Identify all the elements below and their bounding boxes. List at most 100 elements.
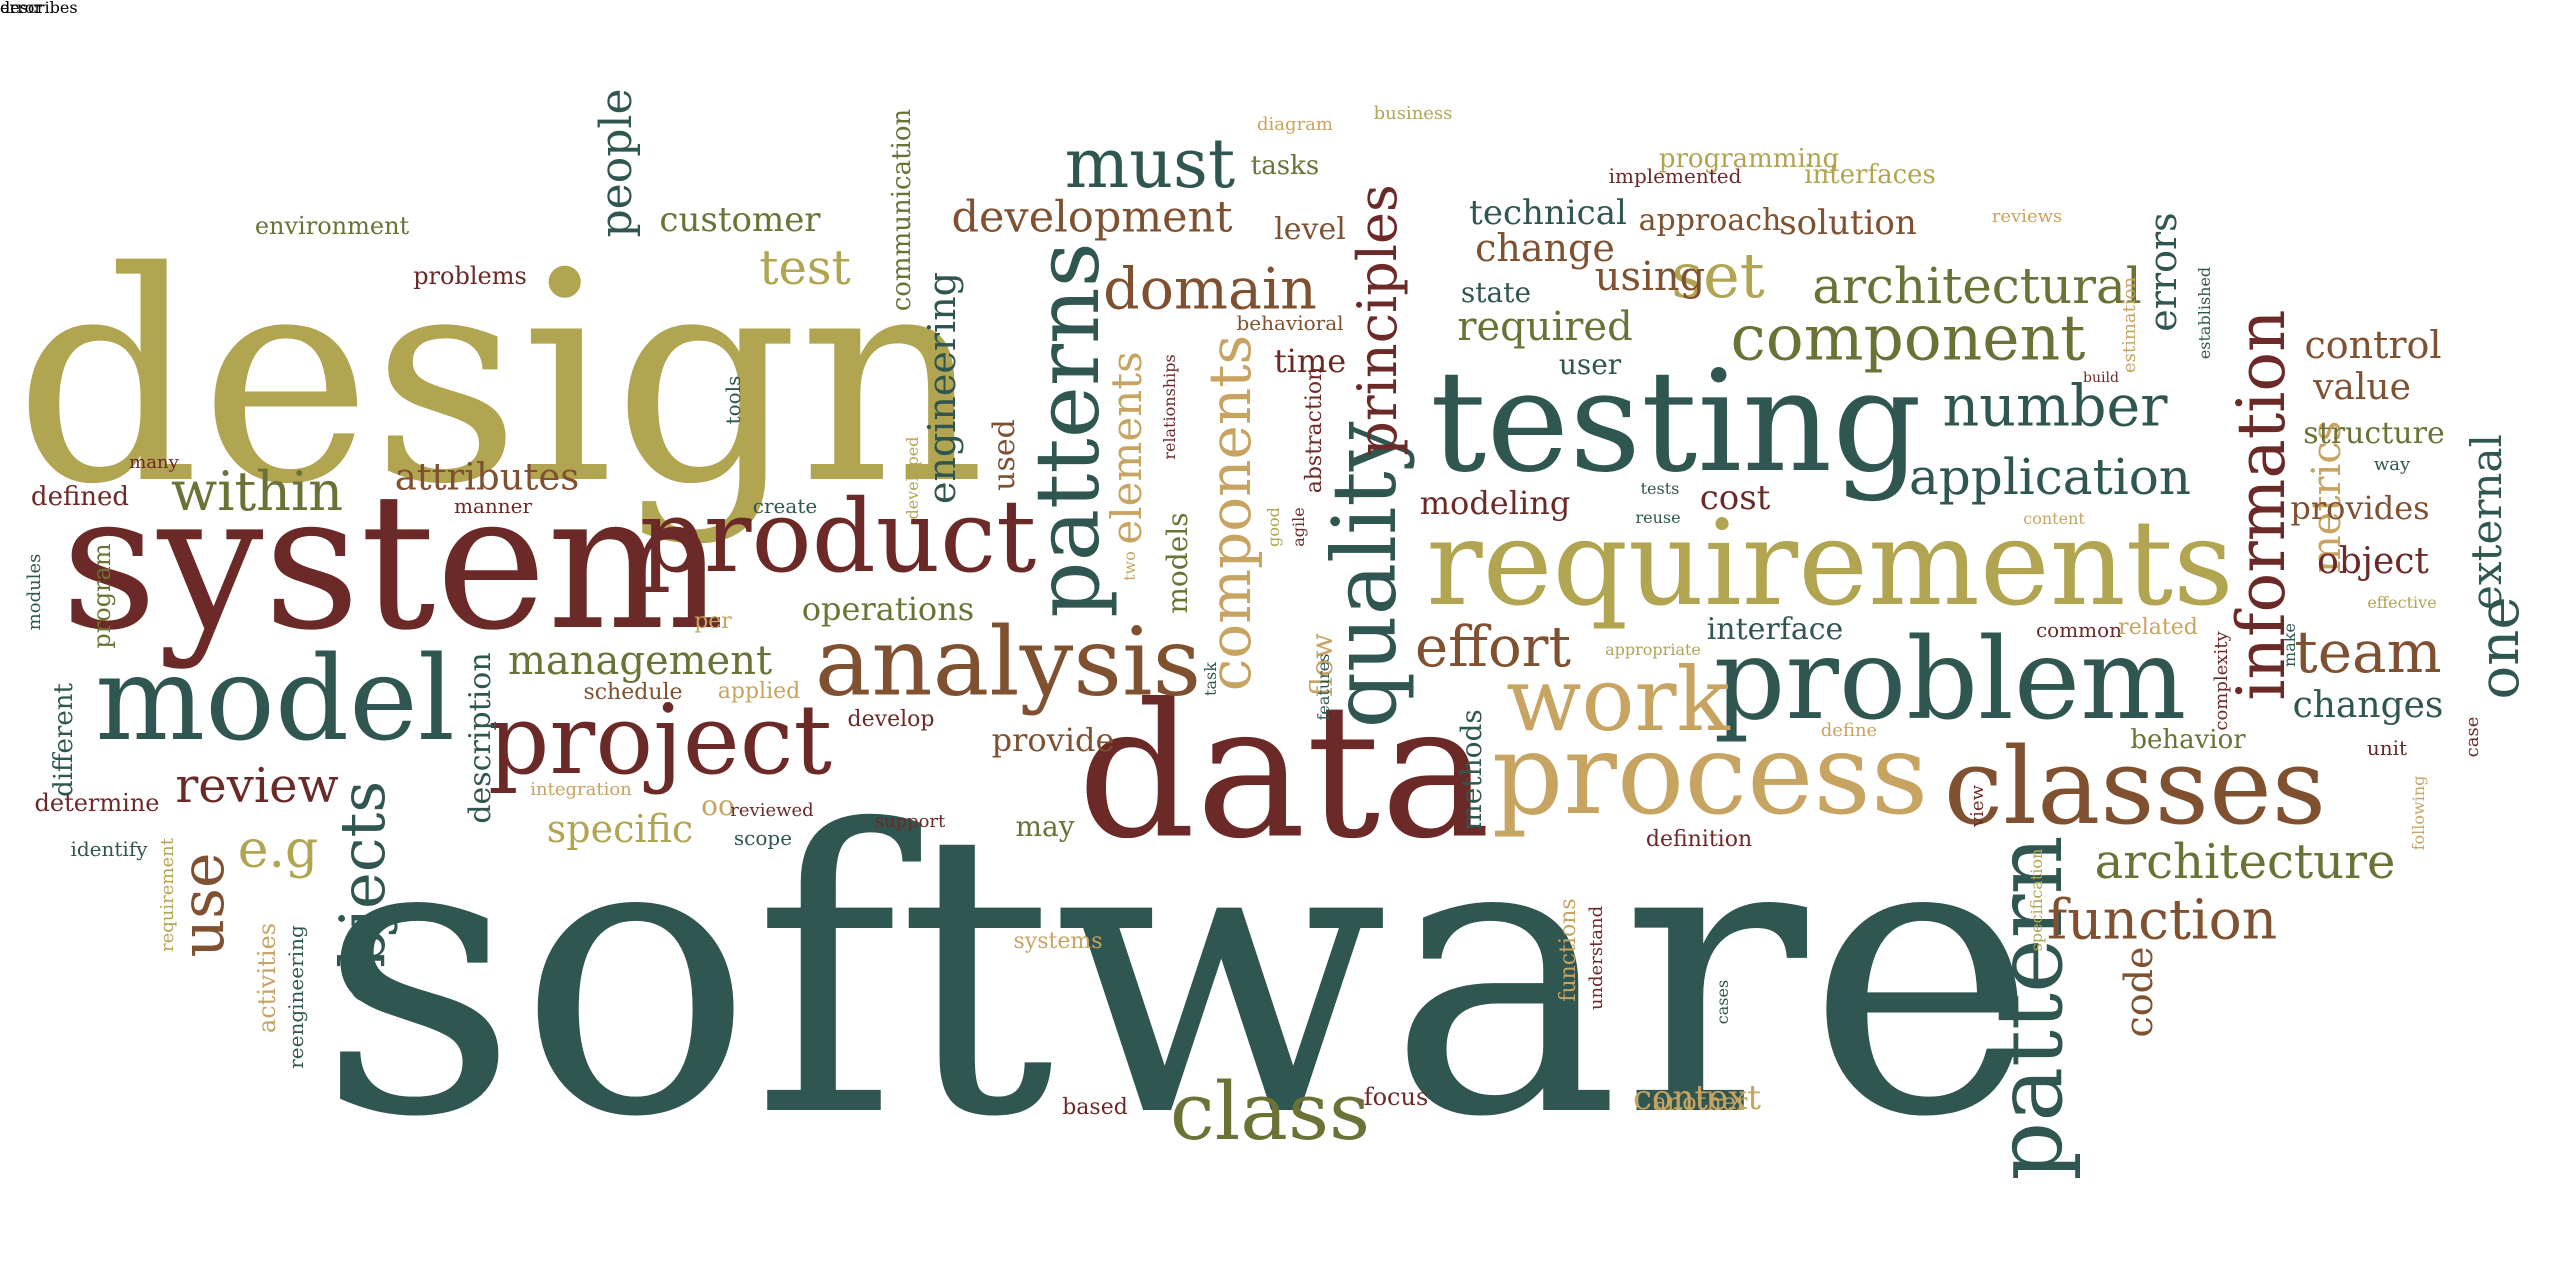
word-design: design	[14, 211, 986, 548]
word-oo: oo	[701, 789, 735, 822]
word-error: error	[0, 0, 43, 17]
word-reengineering: reengineering	[284, 925, 308, 1069]
word-defined: defined	[30, 482, 130, 512]
word-management: management	[507, 638, 773, 684]
word-components: components	[1196, 334, 1264, 692]
word-tests: tests	[1640, 479, 1680, 498]
word-process: process	[1491, 710, 1929, 840]
word-business: business	[1373, 103, 1453, 124]
word-architecture: architecture	[2094, 834, 2396, 890]
word-task: task	[1201, 662, 1220, 696]
word-operations: operations	[801, 590, 975, 628]
word-define: define	[1820, 720, 1878, 741]
word-number: number	[1942, 373, 2168, 440]
word-estimation: estimation	[2119, 276, 2140, 374]
word-identify: identify	[70, 837, 148, 861]
word-changes: changes	[2292, 685, 2444, 726]
word-common: common	[2035, 618, 2123, 642]
word-program: program	[88, 543, 116, 649]
word-eg: e.g	[237, 820, 319, 880]
word-make: make	[2280, 623, 2299, 667]
word-testing: testing	[1430, 341, 1922, 504]
word-systems: systems	[1013, 929, 1103, 954]
word-behavior: behavior	[2130, 725, 2246, 755]
word-code: code	[2117, 946, 2161, 1038]
word-integration: integration	[530, 779, 632, 800]
word-specific: specific	[546, 807, 694, 851]
word-another: another	[1652, 1088, 1748, 1116]
word-schedule: schedule	[583, 680, 683, 705]
word-relationships: relationships	[1160, 354, 1179, 460]
word-user: user	[1558, 348, 1622, 381]
word-team: team	[2294, 618, 2442, 686]
word-unit: unit	[2366, 736, 2408, 760]
word-set: set	[1671, 239, 1765, 312]
word-manner: manner	[453, 494, 533, 518]
word-methods: methods	[1455, 709, 1488, 831]
word-following: following	[2409, 775, 2428, 851]
word-errors: errors	[2141, 212, 2185, 332]
word-engineering: engineering	[920, 271, 964, 505]
word-based: based	[1062, 1095, 1128, 1120]
word-related: related	[2118, 615, 2198, 640]
word-applied: applied	[717, 679, 801, 704]
word-description: description	[463, 652, 498, 824]
word-develop: develop	[847, 707, 935, 732]
word-customer: customer	[659, 200, 821, 240]
word-specification: specification	[2027, 848, 2046, 952]
word-good: good	[1264, 507, 1283, 547]
word-problems: problems	[413, 262, 527, 290]
word-time: time	[1273, 342, 1347, 380]
word-effort: effort	[1415, 615, 1571, 680]
word-definition: definition	[1645, 827, 1753, 852]
word-environment: environment	[254, 212, 410, 240]
word-change: change	[1475, 226, 1615, 270]
word-component: component	[1730, 301, 2086, 375]
word-abstraction: abstraction	[1302, 366, 1327, 494]
word-established: established	[2195, 266, 2214, 360]
word-determine: determine	[34, 789, 160, 817]
word-control: control	[2304, 323, 2442, 367]
word-data: data	[1077, 663, 1491, 880]
word-context: context	[1632, 1078, 1762, 1118]
word-structure: structure	[2303, 416, 2445, 451]
word-developed: developed	[903, 436, 922, 520]
word-two: two	[1120, 551, 1139, 581]
word-system: system	[60, 453, 726, 672]
word-approach: approach	[1638, 203, 1782, 238]
word-test: test	[759, 240, 851, 296]
word-analysis: analysis	[814, 607, 1202, 718]
word-requirement: requirement	[157, 838, 178, 952]
word-programming: programming	[1658, 144, 1840, 174]
word-agile: agile	[1289, 507, 1308, 547]
word-within: within	[170, 460, 344, 523]
word-build: build	[2083, 370, 2119, 386]
word-provides: provides	[2290, 489, 2430, 527]
word-attributes: attributes	[394, 455, 580, 499]
word-may: may	[1015, 810, 1075, 843]
word-scope: scope	[733, 826, 793, 850]
word-behavioral: behavioral	[1236, 311, 1344, 335]
word-development: development	[951, 192, 1233, 243]
word-per: per	[694, 609, 732, 634]
word-objects: objects	[326, 780, 399, 1006]
word-using: using	[1594, 254, 1706, 300]
word-model: model	[95, 632, 455, 767]
word-state: state	[1460, 276, 1532, 309]
word-interface: interface	[1706, 612, 1844, 647]
word-classes: classes	[1943, 725, 2327, 848]
word-view: view	[1967, 785, 1988, 827]
word-requirements: requirements	[1426, 494, 2234, 632]
word-class: class	[1169, 1065, 1371, 1158]
word-effective: effective	[2367, 593, 2437, 612]
word-understand: understand	[1586, 905, 1607, 1011]
word-solution: solution	[1779, 203, 1917, 243]
word-patterns: patterns	[1016, 242, 1119, 618]
word-value: value	[2313, 367, 2411, 408]
word-diagram: diagram	[1257, 114, 1333, 135]
word-cases: cases	[1713, 979, 1732, 1025]
word-reviews: reviews	[1991, 206, 2063, 227]
word-one: one	[2467, 596, 2532, 700]
word-reuse: reuse	[1635, 508, 1681, 527]
